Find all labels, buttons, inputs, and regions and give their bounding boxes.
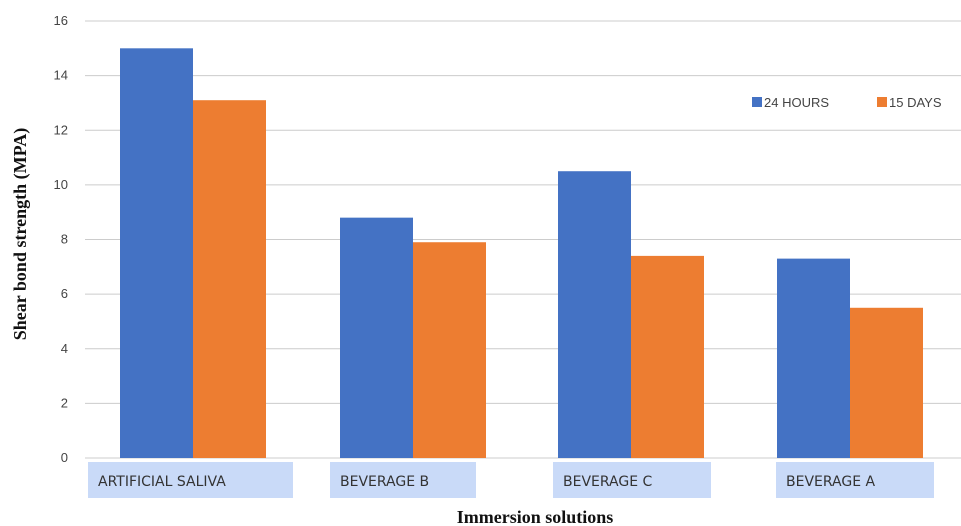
category-label: BEVERAGE A xyxy=(786,474,876,490)
y-tick-label: 2 xyxy=(61,395,68,410)
y-tick-label: 12 xyxy=(54,122,68,137)
legend: 24 HOURS 15 DAYS xyxy=(752,95,942,110)
bar-24-hours-3 xyxy=(777,258,850,458)
y-tick-label: 10 xyxy=(54,177,68,192)
category-label: ARTIFICIAL SALIVA xyxy=(98,474,226,490)
bar-24-hours-0 xyxy=(120,48,193,458)
y-tick-label: 8 xyxy=(61,232,68,247)
x-axis-title: Immersion solutions xyxy=(457,507,614,526)
legend-swatch xyxy=(752,97,762,107)
y-axis-ticks: 0 2 4 6 8 10 12 14 16 xyxy=(54,13,68,465)
bar-24-hours-1 xyxy=(340,217,413,458)
category-label: BEVERAGE C xyxy=(563,474,653,490)
category-label: BEVERAGE B xyxy=(340,474,429,490)
bars xyxy=(120,48,923,459)
category-label-box xyxy=(88,462,293,498)
legend-label: 15 DAYS xyxy=(889,95,942,110)
y-tick-label: 6 xyxy=(61,286,68,301)
y-tick-label: 0 xyxy=(61,450,68,465)
bar-15-days-1 xyxy=(413,242,486,458)
bar-15-days-3 xyxy=(850,307,923,458)
bar-15-days-0 xyxy=(193,100,266,459)
y-tick-label: 4 xyxy=(61,341,68,356)
category-label-box xyxy=(776,462,934,498)
bar-24-hours-2 xyxy=(558,171,631,458)
y-tick-label: 14 xyxy=(54,68,68,83)
legend-label: 24 HOURS xyxy=(764,95,829,110)
category-label-box xyxy=(330,462,476,498)
y-tick-label: 16 xyxy=(54,13,68,28)
y-axis-title: Shear bond strength (MPA) xyxy=(10,128,31,341)
category-labels: ARTIFICIAL SALIVA BEVERAGE B BEVERAGE C BEV… xyxy=(88,462,934,498)
legend-swatch xyxy=(877,97,887,107)
bar-15-days-2 xyxy=(631,255,704,458)
category-label-box xyxy=(553,462,711,498)
